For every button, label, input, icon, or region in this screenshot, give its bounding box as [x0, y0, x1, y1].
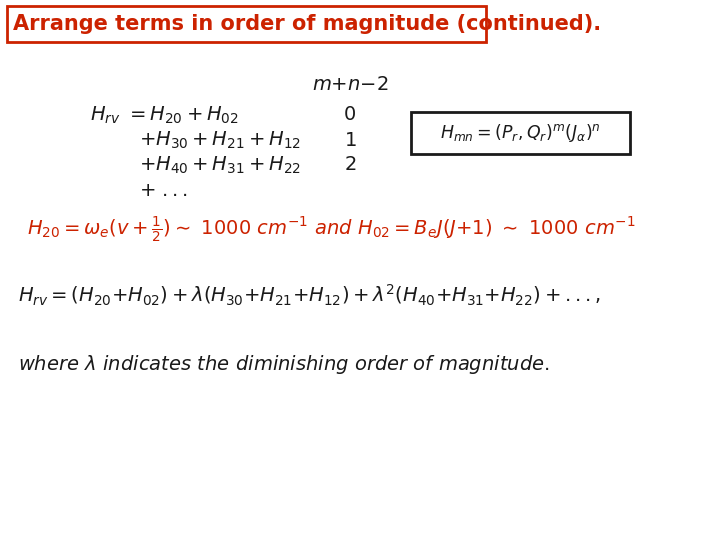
Text: $1$: $1$: [343, 131, 356, 150]
Text: $H_{mn} = (P_r, Q_r)^m (J_\alpha)^n$: $H_{mn} = (P_r, Q_r)^m (J_\alpha)^n$: [440, 122, 600, 144]
Text: $H_{20} = \omega_e(v+\frac{1}{2}){\sim}\ 1000\ cm^{-1}$$\ and\ H_{02} = B_eJ(J{+: $H_{20} = \omega_e(v+\frac{1}{2}){\sim}\…: [27, 215, 636, 245]
Text: $+\ ...$: $+\ ...$: [139, 180, 188, 199]
Text: $m{+}n{-}2$: $m{+}n{-}2$: [312, 76, 388, 94]
Text: $0$: $0$: [343, 105, 356, 125]
Text: $2$: $2$: [343, 156, 356, 174]
Text: Arrange terms in order of magnitude (continued).: Arrange terms in order of magnitude (con…: [14, 14, 602, 34]
FancyBboxPatch shape: [411, 112, 630, 154]
Text: $H_{rv} = (H_{20}{+}H_{02}) + \lambda(H_{30}{+}H_{21}{+}H_{12}) + \lambda^2(H_{4: $H_{rv} = (H_{20}{+}H_{02}) + \lambda(H_…: [18, 282, 600, 308]
FancyBboxPatch shape: [7, 6, 486, 42]
Text: $+ H_{40} + H_{31} + H_{22}$: $+ H_{40} + H_{31} + H_{22}$: [139, 154, 301, 176]
Text: $where\ \lambda\ indicates\ the\ diminishing\ order\ of\ magnitude.$: $where\ \lambda\ indicates\ the\ diminis…: [18, 354, 549, 376]
Text: $H_{rv}$ $= H_{20} + H_{02}$: $H_{rv}$ $= H_{20} + H_{02}$: [90, 104, 238, 126]
Text: $+ H_{30} + H_{21} + H_{12}$: $+ H_{30} + H_{21} + H_{12}$: [139, 130, 301, 151]
